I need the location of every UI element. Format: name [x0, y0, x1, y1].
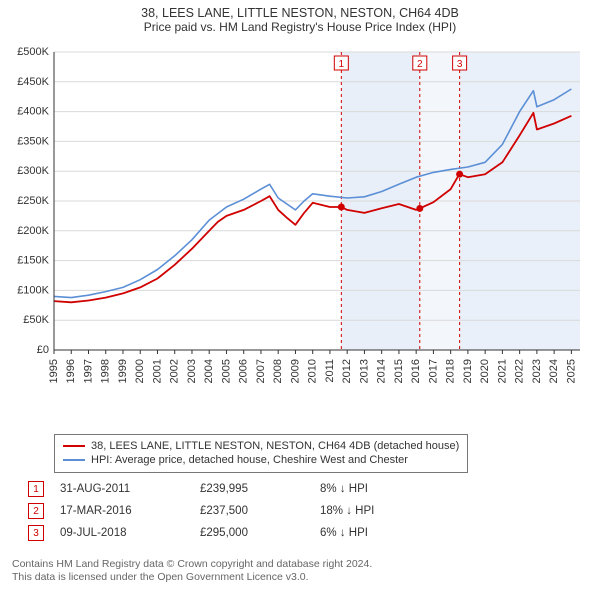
svg-text:2016: 2016 — [410, 359, 422, 383]
event-price: £237,500 — [200, 500, 320, 522]
event-price: £295,000 — [200, 522, 320, 544]
svg-text:£350K: £350K — [17, 135, 49, 147]
titles: 38, LEES LANE, LITTLE NESTON, NESTON, CH… — [0, 0, 600, 34]
svg-text:£0: £0 — [37, 344, 49, 356]
svg-text:2006: 2006 — [238, 359, 250, 383]
svg-text:2003: 2003 — [186, 359, 198, 383]
events-table: 1 31-AUG-2011£239,9958% ↓ HPI 2 17-MAR-2016… — [28, 478, 440, 544]
event-price: £239,995 — [200, 478, 320, 500]
event-marker: 2 — [28, 503, 44, 519]
svg-text:2: 2 — [417, 59, 423, 70]
event-row: 2 17-MAR-2016£237,50018% ↓ HPI — [28, 500, 440, 522]
event-marker: 1 — [28, 481, 44, 497]
svg-text:3: 3 — [457, 59, 463, 70]
chart-container: 38, LEES LANE, LITTLE NESTON, NESTON, CH… — [0, 0, 600, 590]
legend-label: 38, LEES LANE, LITTLE NESTON, NESTON, CH… — [91, 439, 459, 453]
svg-text:2020: 2020 — [479, 359, 491, 383]
svg-text:2009: 2009 — [289, 359, 301, 383]
svg-text:2015: 2015 — [393, 359, 405, 383]
svg-text:1999: 1999 — [117, 359, 129, 383]
svg-text:£500K: £500K — [17, 46, 49, 58]
event-hpi: 18% ↓ HPI — [320, 500, 440, 522]
event-hpi: 6% ↓ HPI — [320, 522, 440, 544]
svg-text:2025: 2025 — [565, 359, 577, 383]
svg-text:2008: 2008 — [272, 359, 284, 383]
event-row: 3 09-JUL-2018£295,0006% ↓ HPI — [28, 522, 440, 544]
event-marker: 3 — [28, 525, 44, 541]
svg-text:1997: 1997 — [82, 359, 94, 383]
svg-text:2018: 2018 — [445, 359, 457, 383]
svg-text:2002: 2002 — [169, 359, 181, 383]
legend-item: 38, LEES LANE, LITTLE NESTON, NESTON, CH… — [63, 439, 459, 453]
svg-text:2022: 2022 — [514, 359, 526, 383]
legend-swatch — [63, 445, 85, 447]
legend: 38, LEES LANE, LITTLE NESTON, NESTON, CH… — [54, 434, 468, 473]
svg-text:£400K: £400K — [17, 106, 49, 118]
svg-text:2017: 2017 — [427, 359, 439, 383]
svg-text:1: 1 — [339, 59, 345, 70]
svg-text:£200K: £200K — [17, 225, 49, 237]
chart: £0 £50K £100K £150K £200K £250K £300K £350K £400… — [10, 46, 590, 429]
footer-line-1: Contains HM Land Registry data © Crown c… — [12, 558, 372, 571]
chart-subtitle: Price paid vs. HM Land Registry's House … — [0, 20, 600, 34]
svg-text:1998: 1998 — [100, 359, 112, 383]
legend-label: HPI: Average price, detached house, Ches… — [91, 453, 408, 467]
svg-text:2000: 2000 — [134, 359, 146, 383]
event-date: 09-JUL-2018 — [60, 522, 200, 544]
event-row: 1 31-AUG-2011£239,9958% ↓ HPI — [28, 478, 440, 500]
legend-swatch — [63, 459, 85, 461]
svg-text:£100K: £100K — [17, 284, 49, 296]
svg-text:2023: 2023 — [531, 359, 543, 383]
svg-text:2011: 2011 — [324, 359, 336, 383]
svg-text:2019: 2019 — [462, 359, 474, 383]
svg-text:1996: 1996 — [65, 359, 77, 383]
svg-text:£450K: £450K — [17, 76, 49, 88]
svg-text:2012: 2012 — [341, 359, 353, 383]
event-date: 31-AUG-2011 — [60, 478, 200, 500]
event-hpi: 8% ↓ HPI — [320, 478, 440, 500]
footer-line-2: This data is licensed under the Open Gov… — [12, 571, 372, 584]
svg-text:2007: 2007 — [255, 359, 267, 383]
svg-text:£50K: £50K — [23, 314, 49, 326]
svg-text:2014: 2014 — [376, 359, 388, 383]
chart-title: 38, LEES LANE, LITTLE NESTON, NESTON, CH… — [0, 6, 600, 20]
svg-text:2010: 2010 — [307, 359, 319, 383]
svg-text:£300K: £300K — [17, 165, 49, 177]
svg-text:2001: 2001 — [151, 359, 163, 383]
chart-svg: £0 £50K £100K £150K £200K £250K £300K £350K £400… — [10, 46, 590, 426]
legend-item: HPI: Average price, detached house, Ches… — [63, 453, 459, 467]
footer: Contains HM Land Registry data © Crown c… — [12, 558, 372, 584]
svg-text:2005: 2005 — [220, 359, 232, 383]
svg-text:2013: 2013 — [358, 359, 370, 383]
svg-text:2024: 2024 — [548, 359, 560, 383]
svg-text:1995: 1995 — [48, 359, 60, 383]
svg-text:£250K: £250K — [17, 195, 49, 207]
svg-text:2004: 2004 — [203, 359, 215, 383]
svg-text:2021: 2021 — [496, 359, 508, 383]
svg-text:£150K: £150K — [17, 255, 49, 267]
event-date: 17-MAR-2016 — [60, 500, 200, 522]
